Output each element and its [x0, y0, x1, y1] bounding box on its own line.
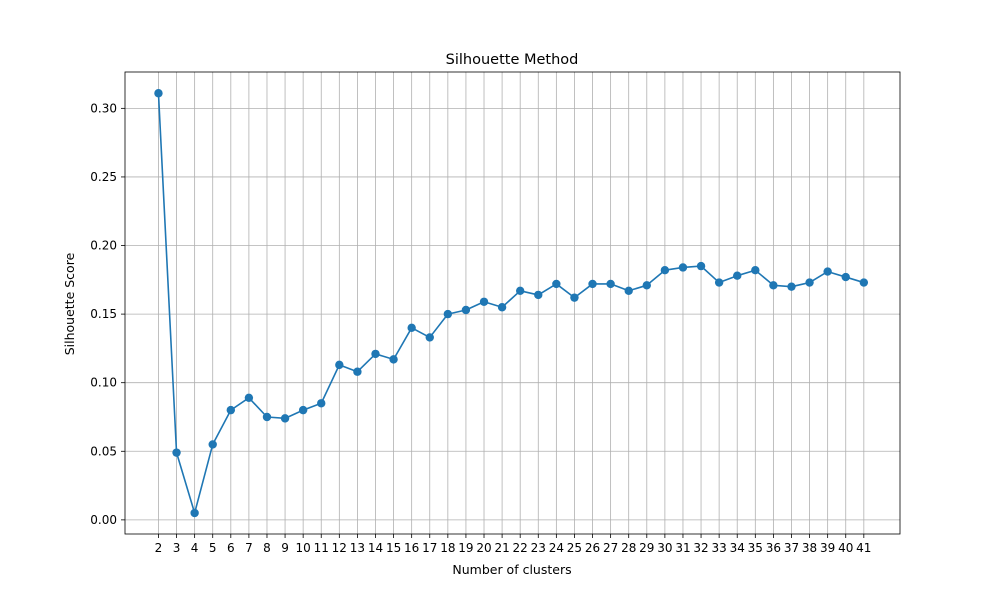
data-point — [624, 286, 633, 295]
data-point — [552, 279, 561, 289]
x-tick-label: 2 — [155, 541, 163, 555]
x-tick-label: 26 — [585, 541, 600, 555]
grid — [125, 72, 900, 534]
data-point — [642, 281, 651, 290]
x-tick-label: 20 — [476, 541, 491, 555]
data-point — [733, 271, 742, 280]
x-tick-label: 32 — [693, 541, 708, 555]
data-point — [696, 261, 706, 271]
x-tick-label: 28 — [621, 541, 636, 555]
x-tick-label: 19 — [458, 541, 473, 555]
data-point — [714, 278, 724, 287]
data-point — [678, 263, 688, 272]
data-point — [389, 355, 398, 364]
data-point — [660, 266, 670, 275]
data-point — [353, 367, 362, 376]
x-tick-label: 41 — [856, 541, 871, 555]
data-point — [588, 279, 597, 289]
data-point — [172, 448, 181, 457]
x-tick-label: 7 — [245, 541, 253, 555]
x-tick-label: 38 — [802, 541, 817, 555]
x-tick-label: 24 — [549, 541, 564, 555]
data-point — [805, 278, 814, 287]
data-point — [497, 303, 507, 312]
data-point — [298, 405, 308, 415]
x-tick-label: 21 — [494, 541, 509, 555]
x-tick-label: 40 — [838, 541, 853, 555]
data-point — [208, 440, 217, 449]
data-point — [606, 279, 615, 289]
data-point — [479, 297, 489, 306]
x-tick-label: 12 — [332, 541, 347, 555]
x-tick-label: 15 — [386, 541, 401, 555]
y-tick-label: 0.15 — [90, 307, 117, 321]
data-point — [841, 272, 850, 282]
x-tick-label: 18 — [440, 541, 455, 555]
data-point — [787, 282, 796, 291]
x-tick-label: 31 — [675, 541, 690, 555]
x-tick-label: 8 — [263, 541, 271, 555]
x-tick-label: 9 — [281, 541, 289, 555]
data-point — [154, 89, 163, 98]
data-point — [335, 360, 344, 370]
plot-frame — [124, 71, 901, 535]
series-line — [157, 93, 865, 514]
data-point — [823, 267, 832, 276]
data-point — [461, 305, 471, 315]
data-point — [443, 309, 453, 319]
x-tick-label: 25 — [567, 541, 582, 555]
data-point — [262, 412, 272, 422]
data-point — [515, 286, 525, 295]
x-tick-label: 33 — [711, 541, 726, 555]
data-point — [570, 293, 579, 302]
data-point — [190, 508, 199, 518]
data-point — [425, 333, 434, 342]
series-layer — [154, 89, 869, 518]
x-tick-label: 37 — [784, 541, 799, 555]
x-tick-label: 3 — [173, 541, 181, 555]
chart-title: Silhouette Method — [446, 52, 579, 68]
x-tick-label: 35 — [748, 541, 763, 555]
axes: 2 3 4 5 6 7 8 9 10 11 12 13 14 15 16 17 18 19 20 21 22 23 24 25… — [90, 71, 901, 555]
x-tick-label: 30 — [657, 541, 672, 555]
data-point — [280, 414, 290, 423]
y-tick-label: 0.25 — [90, 170, 117, 184]
x-tick-label: 39 — [820, 541, 835, 555]
data-point — [769, 281, 778, 290]
data-point — [317, 399, 326, 408]
y-tick-label: 0.00 — [90, 513, 117, 527]
data-point — [859, 278, 869, 287]
x-tick-label: 22 — [513, 541, 528, 555]
x-tick-label: 11 — [314, 541, 329, 555]
x-tick-label: 6 — [227, 541, 235, 555]
data-point — [407, 323, 416, 333]
x-tick-label: 34 — [730, 541, 745, 555]
data-point — [226, 405, 236, 415]
x-tick-label: 5 — [209, 541, 217, 555]
x-tick-label: 29 — [639, 541, 654, 555]
x-tick-label: 36 — [766, 541, 781, 555]
x-tick-label: 10 — [296, 541, 311, 555]
x-tick-label: 23 — [531, 541, 546, 555]
data-point — [751, 266, 760, 275]
y-tick-label: 0.20 — [90, 239, 117, 253]
x-tick-label: 13 — [350, 541, 365, 555]
y-tick-label: 0.10 — [90, 376, 117, 390]
y-axis-label: Silhouette Score — [62, 252, 77, 355]
x-tick-label: 27 — [603, 541, 618, 555]
data-point — [534, 290, 543, 300]
data-point — [371, 349, 380, 359]
x-axis-label: Number of clusters — [452, 562, 571, 577]
x-tick-label: 17 — [422, 541, 437, 555]
data-point — [244, 393, 254, 402]
x-tick-label: 4 — [191, 541, 199, 555]
y-tick-label: 0.05 — [90, 444, 117, 458]
x-tick-label: 16 — [404, 541, 419, 555]
x-tick-label: 14 — [368, 541, 383, 555]
y-tick-label: 0.30 — [90, 101, 117, 115]
